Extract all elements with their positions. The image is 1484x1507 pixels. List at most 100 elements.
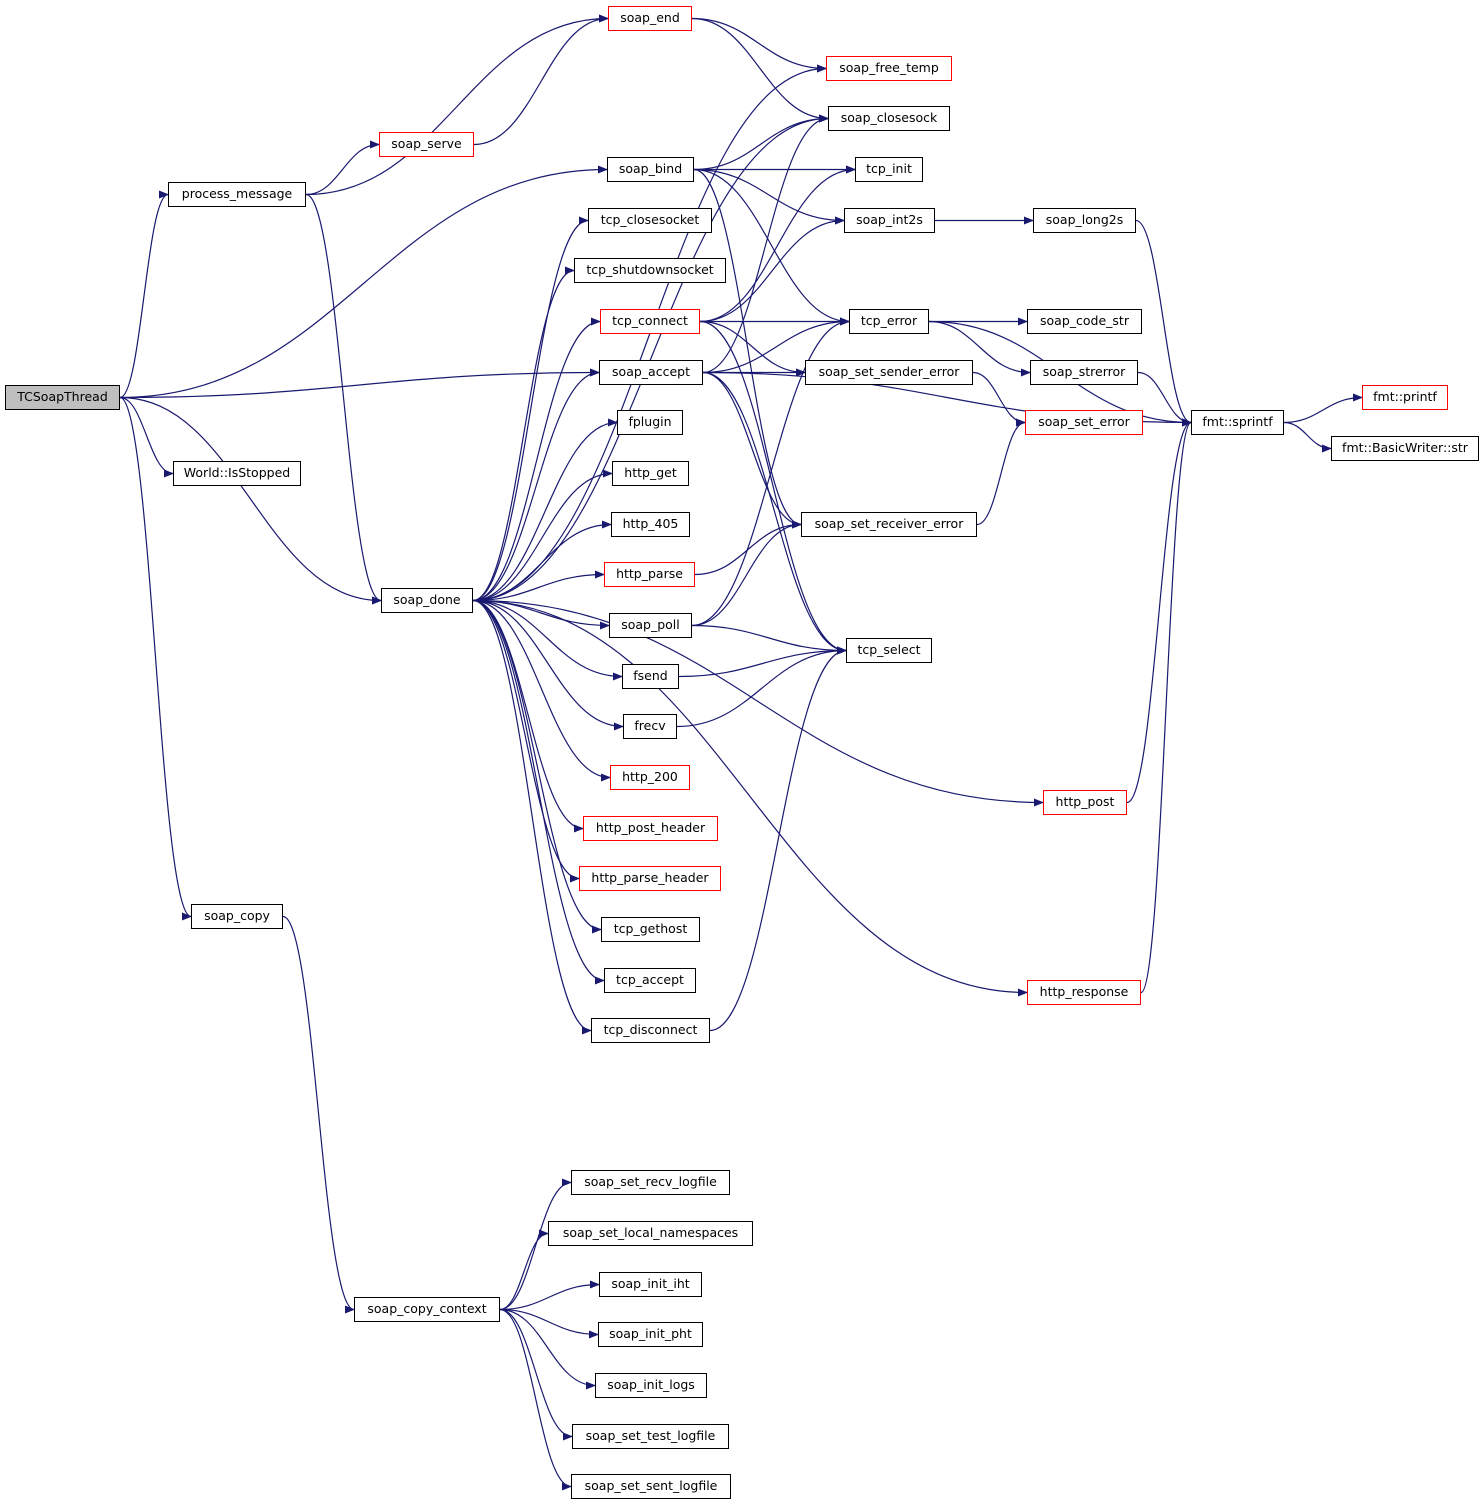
node-http-parse[interactable]: http_parse — [604, 562, 695, 587]
edge-soap-copy-context-to-soap-init-pht — [499, 1308, 599, 1339]
node-http-get[interactable]: http_get — [612, 461, 689, 486]
edge-soap-done-to-tcp-gethost — [472, 599, 602, 934]
edge-soap-copy-context-to-soap-set-local-namespaces — [499, 1229, 549, 1311]
edge-soap-copy-context-to-soap-set-sent-logfile — [499, 1308, 572, 1491]
node-tcp-shutdownsocket[interactable]: tcp_shutdownsocket — [574, 258, 726, 283]
node-soap-closesock[interactable]: soap_closesock — [828, 106, 950, 131]
node-soap-serve[interactable]: soap_serve — [379, 132, 474, 157]
node-tcp-select[interactable]: tcp_select — [846, 638, 932, 663]
edge-soap-end-to-soap-closesock — [691, 17, 829, 123]
node-tcp-accept[interactable]: tcp_accept — [604, 968, 696, 993]
edge-soap-bind-to-tcp-error — [693, 168, 850, 326]
node-http-405[interactable]: http_405 — [611, 512, 690, 537]
node-tcp-disconnect[interactable]: tcp_disconnect — [591, 1018, 710, 1043]
edge-tcsoapthread-to-soap-copy — [119, 396, 192, 921]
edge-tcsoapthread-to-soap-accept — [119, 368, 600, 399]
node-soap-set-local-namespaces[interactable]: soap_set_local_namespaces — [548, 1221, 753, 1246]
edge-http-response-to-fmt-sprintf — [1140, 418, 1192, 994]
edge-soap-done-to-soap-accept — [472, 368, 600, 602]
node-fmt-basicwriter-str[interactable]: fmt::BasicWriter::str — [1331, 436, 1479, 461]
node-tcsoapthread[interactable]: TCSoapThread — [5, 385, 120, 410]
edge-soap-set-receiver-error-to-soap-set-error — [976, 418, 1026, 526]
node-tcp-error[interactable]: tcp_error — [849, 309, 929, 334]
node-tcp-closesocket[interactable]: tcp_closesocket — [588, 208, 712, 233]
node-soap-set-sender-error[interactable]: soap_set_sender_error — [805, 360, 973, 385]
edge-fmt-sprintf-to-fmt-basicwriter-str — [1283, 421, 1332, 453]
node-http-parse-header[interactable]: http_parse_header — [579, 866, 721, 891]
edge-soap-done-to-http-405 — [472, 520, 612, 602]
edge-soap-done-to-soap-closesock — [472, 114, 829, 602]
edge-soap-done-to-tcp-connect — [472, 317, 601, 602]
node-soap-set-recv-logfile[interactable]: soap_set_recv_logfile — [571, 1170, 730, 1195]
node-soap-accept[interactable]: soap_accept — [599, 360, 703, 385]
node-soap-done[interactable]: soap_done — [381, 588, 473, 613]
edge-soap-copy-context-to-soap-set-recv-logfile — [499, 1178, 572, 1311]
edge-tcp-connect-to-soap-set-sender-error — [699, 320, 806, 377]
node-http-post-header[interactable]: http_post_header — [583, 816, 718, 841]
node-soap-copy[interactable]: soap_copy — [191, 904, 283, 929]
edge-tcp-disconnect-to-tcp-select — [709, 646, 847, 1032]
edge-frecv-to-tcp-select — [676, 646, 847, 728]
edge-process-message-to-soap-done — [305, 193, 382, 605]
edge-soap-done-to-fsend — [472, 599, 623, 681]
node-tcp-init[interactable]: tcp_init — [855, 157, 923, 182]
edge-soap-end-to-soap-free-temp — [691, 17, 827, 73]
edge-fsend-to-tcp-select — [678, 646, 847, 678]
edge-soap-copy-to-soap-copy-context — [282, 915, 355, 1314]
node-process-message[interactable]: process_message — [168, 182, 306, 207]
edge-soap-accept-to-soap-closesock — [702, 114, 829, 374]
edge-soap-done-to-tcp-accept — [472, 599, 605, 985]
node-soap-poll[interactable]: soap_poll — [609, 613, 692, 638]
edge-tcp-error-to-soap-strerror — [928, 320, 1031, 377]
node-soap-long2s[interactable]: soap_long2s — [1033, 208, 1136, 233]
edge-soap-done-to-fplugin — [472, 418, 618, 602]
node-soap-init-iht[interactable]: soap_init_iht — [599, 1272, 702, 1297]
node-fmt-sprintf[interactable]: fmt::sprintf — [1191, 410, 1284, 435]
edge-tcsoapthread-to-soap-done — [119, 396, 382, 605]
node-soap-set-receiver-error[interactable]: soap_set_receiver_error — [801, 512, 977, 537]
node-world-isstopped[interactable]: World::IsStopped — [173, 461, 301, 486]
node-soap-code-str[interactable]: soap_code_str — [1027, 309, 1142, 334]
node-fplugin[interactable]: fplugin — [617, 410, 683, 435]
edge-soap-serve-to-soap-end — [473, 14, 609, 146]
edge-tcsoapthread-to-world-isstopped — [119, 396, 174, 478]
node-http-post[interactable]: http_post — [1043, 790, 1127, 815]
edge-soap-bind-to-soap-set-receiver-error — [693, 168, 802, 529]
edge-soap-done-to-frecv — [472, 599, 624, 731]
node-soap-free-temp[interactable]: soap_free_temp — [826, 56, 952, 81]
node-soap-bind[interactable]: soap_bind — [607, 157, 694, 182]
node-soap-set-error[interactable]: soap_set_error — [1025, 410, 1143, 435]
edge-soap-poll-to-tcp-error — [691, 317, 850, 627]
edge-soap-accept-to-tcp-error — [702, 317, 850, 374]
node-frecv[interactable]: frecv — [623, 714, 677, 739]
edge-process-message-to-soap-end — [305, 14, 609, 196]
edge-soap-done-to-http-post — [472, 599, 1044, 807]
edge-soap-accept-to-tcp-select — [702, 371, 847, 655]
edge-soap-accept-to-soap-set-receiver-error — [702, 371, 802, 529]
edge-soap-done-to-http-response — [472, 599, 1028, 997]
node-fsend[interactable]: fsend — [622, 664, 679, 689]
node-soap-init-pht[interactable]: soap_init_pht — [598, 1322, 703, 1347]
edge-tcsoapthread-to-soap-bind — [119, 165, 608, 399]
node-tcp-gethost[interactable]: tcp_gethost — [601, 917, 700, 942]
node-soap-end[interactable]: soap_end — [608, 6, 692, 31]
node-http-response[interactable]: http_response — [1027, 980, 1141, 1005]
edge-tcp-connect-to-tcp-init — [699, 165, 856, 323]
node-soap-set-sent-logfile[interactable]: soap_set_sent_logfile — [571, 1474, 731, 1499]
edge-soap-set-sender-error-to-soap-set-error — [972, 371, 1026, 427]
node-soap-init-logs[interactable]: soap_init_logs — [595, 1373, 707, 1398]
node-soap-copy-context[interactable]: soap_copy_context — [354, 1297, 500, 1322]
node-soap-set-test-logfile[interactable]: soap_set_test_logfile — [572, 1424, 729, 1449]
node-tcp-connect[interactable]: tcp_connect — [600, 309, 700, 334]
node-fmt-printf[interactable]: fmt::printf — [1362, 385, 1448, 410]
node-soap-int2s[interactable]: soap_int2s — [844, 208, 935, 233]
edge-fmt-sprintf-to-fmt-printf — [1283, 393, 1363, 424]
node-soap-strerror[interactable]: soap_strerror — [1030, 360, 1138, 385]
edge-process-message-to-soap-serve — [305, 140, 380, 196]
edge-soap-done-to-tcp-shutdownsocket — [472, 266, 575, 602]
node-http-200[interactable]: http_200 — [610, 765, 690, 790]
edge-soap-copy-context-to-soap-init-logs — [499, 1308, 596, 1390]
edge-soap-done-to-tcp-disconnect — [472, 599, 592, 1035]
